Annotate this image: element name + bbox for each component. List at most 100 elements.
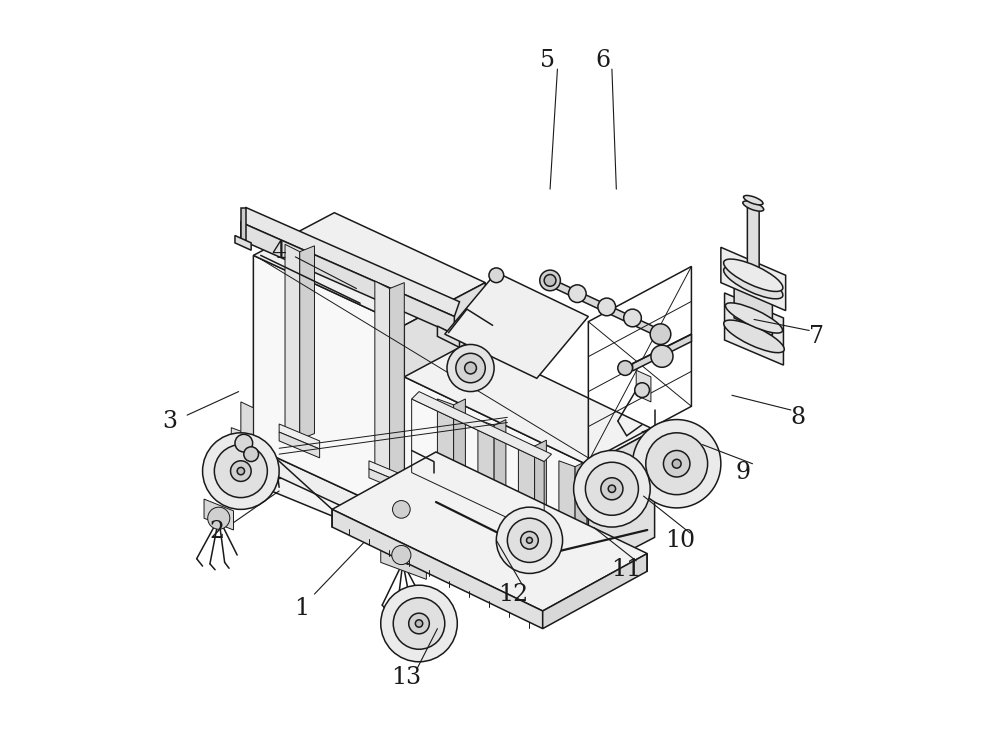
Text: 1: 1 [294, 597, 309, 620]
Polygon shape [546, 276, 662, 338]
Text: 6: 6 [596, 49, 611, 72]
Circle shape [618, 361, 633, 375]
Circle shape [624, 309, 641, 327]
Text: 10: 10 [665, 529, 695, 552]
Circle shape [489, 268, 504, 282]
Polygon shape [241, 208, 460, 316]
Circle shape [521, 531, 538, 549]
Polygon shape [253, 213, 485, 325]
Ellipse shape [724, 320, 784, 353]
Circle shape [646, 433, 708, 494]
Polygon shape [204, 499, 233, 530]
Polygon shape [241, 222, 454, 334]
Circle shape [393, 598, 445, 650]
Polygon shape [300, 246, 314, 440]
Circle shape [544, 274, 556, 286]
Circle shape [456, 353, 485, 383]
Circle shape [651, 345, 673, 367]
Circle shape [635, 383, 649, 398]
Polygon shape [725, 293, 783, 365]
Ellipse shape [744, 196, 763, 205]
Polygon shape [235, 236, 251, 251]
Polygon shape [412, 392, 552, 462]
Circle shape [409, 613, 429, 634]
Polygon shape [375, 281, 390, 476]
Polygon shape [241, 402, 253, 443]
Text: 5: 5 [540, 49, 555, 72]
Circle shape [633, 420, 721, 508]
Polygon shape [734, 271, 772, 336]
Circle shape [598, 298, 616, 316]
Circle shape [231, 461, 251, 481]
Circle shape [465, 362, 476, 374]
Polygon shape [369, 469, 409, 494]
Polygon shape [395, 511, 408, 565]
Polygon shape [253, 418, 647, 576]
Polygon shape [575, 461, 587, 540]
Polygon shape [253, 256, 404, 517]
Circle shape [447, 344, 494, 392]
Polygon shape [518, 440, 535, 525]
Polygon shape [381, 542, 426, 579]
Circle shape [235, 435, 253, 452]
Polygon shape [404, 341, 655, 466]
Circle shape [393, 500, 410, 518]
Text: 13: 13 [391, 666, 421, 689]
Circle shape [203, 433, 279, 509]
Polygon shape [332, 509, 543, 629]
Circle shape [237, 468, 245, 474]
Circle shape [608, 485, 616, 492]
Polygon shape [404, 377, 588, 572]
Polygon shape [747, 202, 759, 280]
Polygon shape [390, 508, 413, 527]
Polygon shape [231, 428, 257, 471]
Text: 7: 7 [809, 325, 824, 348]
Circle shape [650, 324, 671, 344]
Polygon shape [404, 282, 485, 517]
Polygon shape [253, 436, 647, 594]
Text: 2: 2 [209, 520, 224, 543]
Circle shape [540, 270, 560, 290]
Ellipse shape [724, 259, 783, 291]
Polygon shape [279, 424, 320, 449]
Polygon shape [588, 430, 655, 572]
Circle shape [585, 463, 638, 515]
Text: 3: 3 [163, 409, 178, 432]
Polygon shape [636, 370, 651, 402]
Polygon shape [241, 208, 246, 240]
Polygon shape [445, 272, 588, 378]
Polygon shape [437, 326, 460, 347]
Polygon shape [721, 248, 786, 310]
Polygon shape [559, 461, 575, 540]
Polygon shape [253, 447, 404, 535]
Polygon shape [494, 420, 506, 511]
Circle shape [214, 445, 267, 497]
Circle shape [663, 451, 690, 477]
Text: 8: 8 [791, 406, 806, 429]
Polygon shape [369, 461, 409, 486]
Polygon shape [535, 440, 546, 525]
Ellipse shape [725, 303, 783, 333]
Circle shape [381, 585, 457, 662]
Polygon shape [543, 554, 647, 629]
Polygon shape [478, 420, 494, 511]
Circle shape [244, 447, 259, 462]
Polygon shape [437, 399, 454, 496]
Text: 9: 9 [735, 461, 751, 484]
Polygon shape [332, 452, 647, 611]
Text: 4: 4 [272, 240, 287, 263]
Polygon shape [279, 432, 320, 458]
Circle shape [527, 537, 532, 543]
Circle shape [496, 507, 563, 573]
Text: 12: 12 [498, 582, 528, 605]
Circle shape [601, 477, 623, 500]
Circle shape [415, 620, 423, 627]
Polygon shape [454, 399, 465, 496]
Circle shape [574, 451, 650, 527]
Text: 11: 11 [612, 558, 642, 582]
Circle shape [507, 518, 552, 562]
Circle shape [568, 285, 586, 302]
Polygon shape [390, 282, 404, 476]
Ellipse shape [724, 267, 783, 299]
Polygon shape [633, 334, 691, 371]
